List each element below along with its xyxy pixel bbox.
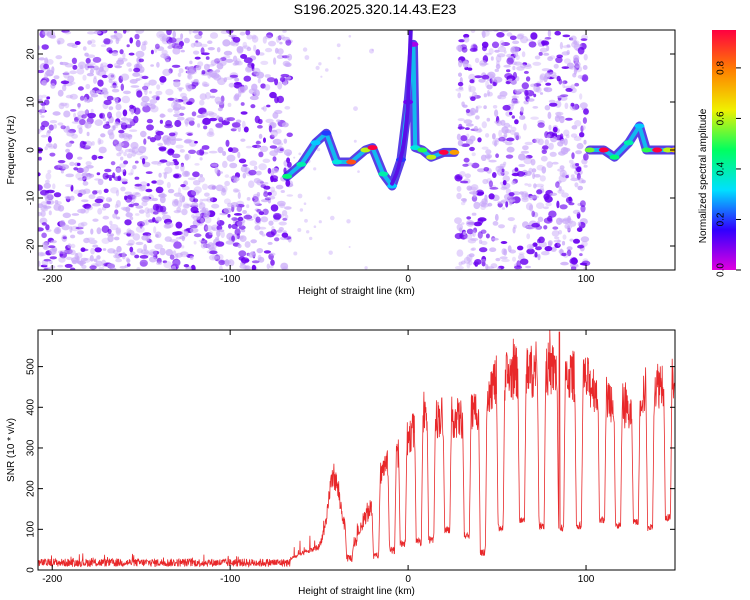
- colorbar-tick-label: 0.2: [716, 212, 727, 226]
- spectrogram-xtick-label: -200: [42, 274, 62, 285]
- signal-point: [641, 147, 652, 153]
- chart-title: S196.2025.320.14.43.E23: [293, 1, 457, 17]
- snr-background: [38, 330, 675, 570]
- signal-point: [367, 145, 378, 151]
- spectrogram-xtick-label: -100: [220, 274, 240, 285]
- spectrogram-ytick-label: -20: [26, 238, 37, 253]
- snr-ytick-label: 200: [26, 480, 37, 497]
- signal-point: [378, 171, 389, 177]
- colorbar-gradient: [712, 30, 736, 270]
- snr-ytick-label: 300: [26, 439, 37, 456]
- signal-point: [417, 147, 428, 153]
- spectrogram-signal: [282, 30, 675, 191]
- spectrogram-ytick-label: -10: [26, 190, 37, 205]
- signal-point: [310, 140, 321, 146]
- colorbar-label: Normalized spectral amplitude: [698, 108, 709, 243]
- signal-point: [652, 147, 663, 153]
- signal-point: [387, 183, 398, 189]
- spectrogram-ytick-label: 10: [26, 96, 37, 108]
- signal-point: [410, 145, 421, 151]
- colorbar: 0.0 0.2 0.4 0.6 0.8 Normalized spectral ampl…: [698, 30, 741, 277]
- spectrogram-xtick-label: 0: [405, 274, 411, 285]
- spectrogram-xlabel: Height of straight line (km): [298, 286, 415, 297]
- signal-streak: [390, 30, 413, 186]
- signal-point: [623, 140, 634, 146]
- signal-point: [438, 149, 449, 155]
- snr-frame: [37, 329, 676, 571]
- signal-point: [321, 130, 332, 136]
- snr-xtick-label: -100: [220, 574, 240, 585]
- spectrogram-ytick-label: 20: [26, 48, 37, 60]
- signal-point: [360, 147, 371, 153]
- signal-point: [346, 159, 357, 165]
- spectrogram-ytick-label: 0: [26, 147, 37, 153]
- snr-xtick-label: 0: [405, 574, 411, 585]
- signal-point: [662, 147, 673, 153]
- colorbar-tick-label: 0.6: [716, 111, 727, 125]
- colorbar-ticks: 0.0 0.2 0.4 0.6 0.8: [716, 61, 741, 277]
- signal-point: [609, 154, 620, 160]
- colorbar-tick-label: 0.8: [716, 61, 727, 75]
- snr-series-line: [38, 330, 675, 568]
- spectrogram-noise: [38, 30, 591, 270]
- snr-panel: -200 -100 0 100 0 100 200 300 400 500 Height of s…: [6, 329, 676, 597]
- signal-point: [634, 123, 645, 129]
- snr-ticks: -200 -100 0 100 0 100 200 300 400 500: [26, 330, 675, 585]
- snr-xtick-label: -200: [42, 574, 62, 585]
- signal-point: [331, 159, 342, 165]
- colorbar-tick-label: 0.4: [716, 162, 727, 176]
- spectrogram-xtick-label: 100: [578, 274, 595, 285]
- spectrogram-data: [38, 30, 675, 270]
- signal-point: [584, 147, 595, 153]
- snr-ytick-label: 0: [26, 567, 37, 573]
- snr-ytick-label: 400: [26, 399, 37, 416]
- snr-data: [38, 330, 675, 568]
- snr-ytick-label: 500: [26, 358, 37, 375]
- signal-point: [282, 173, 293, 179]
- colorbar-tick-label: 0.0: [716, 263, 727, 277]
- signal-point: [449, 149, 460, 155]
- signal-point: [598, 147, 609, 153]
- snr-ylabel: SNR (10 * v/v): [6, 418, 17, 482]
- signal-point: [296, 161, 307, 167]
- snr-xtick-label: 100: [578, 574, 595, 585]
- snr-ytick-label: 100: [26, 521, 37, 538]
- spectrogram-ylabel: Frequency (Hz): [6, 116, 17, 185]
- signal-point: [426, 154, 437, 160]
- snr-xlabel: Height of straight line (km): [298, 586, 415, 597]
